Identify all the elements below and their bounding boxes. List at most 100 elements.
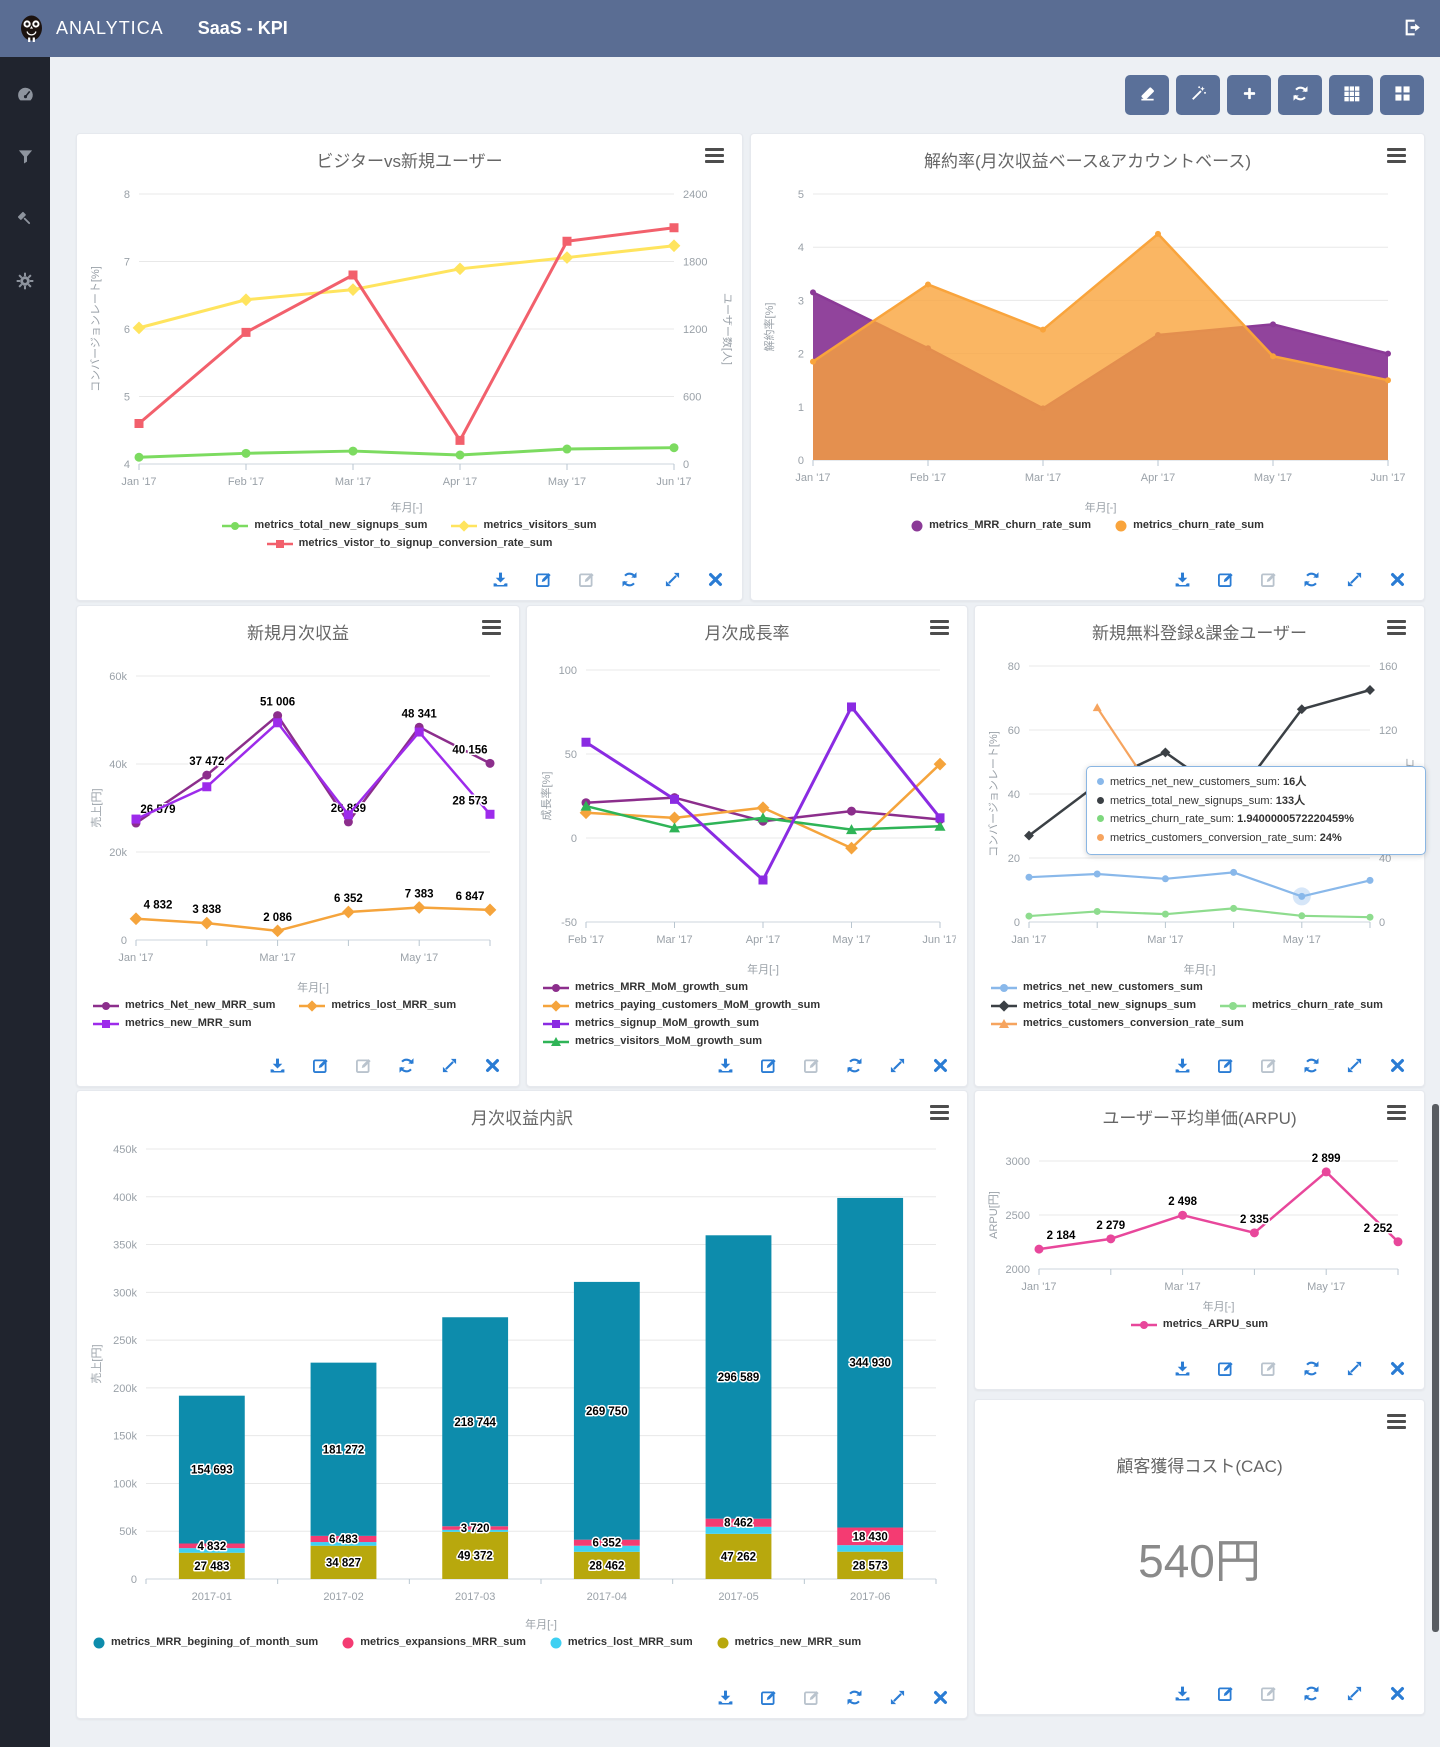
expand-icon[interactable] (441, 1057, 458, 1074)
sidebar-item-filter[interactable] (0, 137, 50, 181)
legend-item[interactable]: metrics_MRR_begining_of_month_sum (93, 1635, 318, 1650)
chart-legend: metrics_Net_new_MRR_sum metrics_lost_MRR_… (77, 996, 519, 1033)
legend-item[interactable]: metrics_net_new_customers_sum (991, 980, 1203, 995)
download-icon[interactable] (1174, 1685, 1191, 1702)
legend-item[interactable]: metrics_visitors_sum (451, 518, 597, 533)
legend-item[interactable]: metrics_new_MRR_sum (717, 1635, 861, 1650)
legend-item[interactable]: metrics_new_MRR_sum (93, 1016, 252, 1031)
context-menu-icon[interactable] (705, 148, 724, 166)
close-icon[interactable] (707, 571, 724, 588)
refresh-icon[interactable] (1303, 1360, 1320, 1377)
svg-text:年月[-]: 年月[-] (391, 500, 423, 514)
context-menu-icon[interactable] (1387, 1414, 1406, 1432)
download-icon[interactable] (269, 1057, 286, 1074)
edit-icon[interactable] (312, 1057, 329, 1074)
refresh-icon[interactable] (621, 571, 638, 588)
expand-icon[interactable] (1346, 1685, 1363, 1702)
legend-item[interactable]: metrics_visitors_MoM_growth_sum (543, 1034, 762, 1049)
expand-icon[interactable] (1346, 1057, 1363, 1074)
legend-item[interactable]: metrics_MRR_churn_rate_sum (911, 518, 1091, 533)
legend-label: metrics_expansions_MRR_sum (360, 1636, 526, 1648)
download-icon[interactable] (1174, 1057, 1191, 1074)
edit-icon[interactable] (1217, 1685, 1234, 1702)
close-icon[interactable] (1389, 1360, 1406, 1377)
edit-icon[interactable] (1217, 1057, 1234, 1074)
legend-label: metrics_MRR_churn_rate_sum (929, 519, 1092, 531)
legend-item[interactable]: metrics_signup_MoM_growth_sum (543, 1016, 759, 1031)
svg-text:解約率[%]: 解約率[%] (762, 303, 776, 352)
expand-icon[interactable] (1346, 571, 1363, 588)
context-menu-icon[interactable] (1387, 1105, 1406, 1123)
edit-icon[interactable] (535, 571, 552, 588)
svg-text:28 462: 28 462 (589, 1560, 624, 1572)
refresh-icon[interactable] (1303, 1685, 1320, 1702)
close-icon[interactable] (1389, 571, 1406, 588)
sidebar-item-dashboard[interactable] (0, 75, 50, 119)
download-icon[interactable] (717, 1689, 734, 1706)
logout-icon[interactable] (1403, 18, 1422, 42)
svg-text:8: 8 (124, 189, 130, 201)
svg-text:Feb '17: Feb '17 (568, 934, 604, 946)
download-icon[interactable] (717, 1057, 734, 1074)
legend-item[interactable]: metrics_expansions_MRR_sum (342, 1635, 526, 1650)
legend-item[interactable]: metrics_churn_rate_sum (1220, 998, 1383, 1013)
edit-icon[interactable] (760, 1689, 777, 1706)
eraser-button[interactable] (1125, 75, 1169, 115)
svg-text:コンバージョンレート[%]: コンバージョンレート[%] (987, 731, 1000, 857)
legend-item[interactable]: metrics_churn_rate_sum (1115, 518, 1264, 533)
context-menu-icon[interactable] (930, 620, 949, 638)
download-icon[interactable] (492, 571, 509, 588)
owl-logo-icon[interactable] (14, 9, 48, 49)
layout-button[interactable] (1380, 75, 1424, 115)
refresh-icon[interactable] (846, 1057, 863, 1074)
close-icon[interactable] (932, 1057, 949, 1074)
legend-item[interactable]: metrics_lost_MRR_sum (550, 1635, 693, 1650)
download-icon[interactable] (1174, 1360, 1191, 1377)
close-icon[interactable] (1389, 1685, 1406, 1702)
close-icon[interactable] (1389, 1057, 1406, 1074)
legend-item[interactable]: metrics_total_new_signups_sum (991, 998, 1196, 1013)
expand-icon[interactable] (1346, 1360, 1363, 1377)
legend-item[interactable]: metrics_vistor_to_signup_conversion_rate… (266, 536, 552, 551)
refresh-icon[interactable] (846, 1689, 863, 1706)
magic-wand-button[interactable] (1176, 75, 1220, 115)
context-menu-icon[interactable] (482, 620, 501, 638)
context-menu-icon[interactable] (1387, 148, 1406, 166)
legend-item[interactable]: metrics_total_new_signups_sum (222, 518, 427, 533)
legend-item[interactable]: metrics_ARPU_sum (1130, 1317, 1268, 1332)
refresh-icon[interactable] (1303, 1057, 1320, 1074)
context-menu-icon[interactable] (1387, 620, 1406, 638)
expand-icon[interactable] (889, 1689, 906, 1706)
legend-item[interactable]: metrics_lost_MRR_sum (299, 998, 456, 1013)
edit-icon[interactable] (1217, 571, 1234, 588)
expand-icon[interactable] (889, 1057, 906, 1074)
download-icon[interactable] (1174, 571, 1191, 588)
chart-legend: metrics_MRR_churn_rate_sum metrics_churn_… (751, 516, 1424, 535)
refresh-icon[interactable] (1303, 571, 1320, 588)
sidebar-item-tools[interactable] (0, 199, 50, 243)
edit-disabled-icon (1260, 1057, 1277, 1074)
svg-text:450k: 450k (113, 1144, 137, 1156)
svg-text:Feb '17: Feb '17 (228, 476, 264, 488)
scrollbar-thumb[interactable] (1432, 1104, 1439, 1632)
legend-item[interactable]: metrics_paying_customers_MoM_growth_sum (543, 998, 820, 1013)
panel-footer (717, 1057, 949, 1074)
expand-icon[interactable] (664, 571, 681, 588)
svg-text:20: 20 (1008, 853, 1020, 865)
refresh-button[interactable] (1278, 75, 1322, 115)
sidebar-item-settings[interactable] (0, 261, 50, 305)
svg-text:2017-06: 2017-06 (850, 1591, 890, 1603)
add-button[interactable] (1227, 75, 1271, 115)
edit-icon[interactable] (760, 1057, 777, 1074)
legend-item[interactable]: metrics_Net_new_MRR_sum (93, 998, 275, 1013)
chart-legend: metrics_ARPU_sum (975, 1315, 1424, 1334)
close-icon[interactable] (484, 1057, 501, 1074)
legend-item[interactable]: metrics_customers_conversion_rate_sum (991, 1016, 1244, 1031)
context-menu-icon[interactable] (930, 1105, 949, 1123)
grid-button[interactable] (1329, 75, 1373, 115)
refresh-icon[interactable] (398, 1057, 415, 1074)
legend-item[interactable]: metrics_MRR_MoM_growth_sum (543, 980, 748, 995)
svg-text:0: 0 (683, 459, 689, 471)
edit-icon[interactable] (1217, 1360, 1234, 1377)
close-icon[interactable] (932, 1689, 949, 1706)
